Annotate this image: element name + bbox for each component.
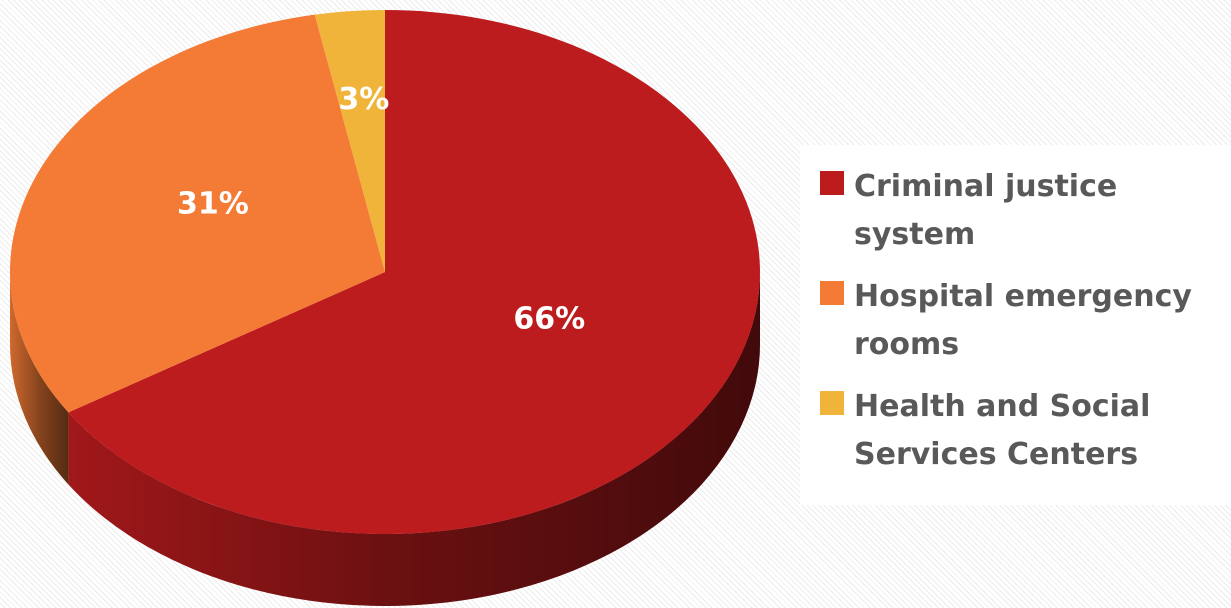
- legend-item: Health and Social Services Centers: [820, 383, 1231, 479]
- legend-item: Hospital emergency rooms: [820, 273, 1231, 369]
- slice: [314, 10, 385, 272]
- legend-swatch: [820, 281, 844, 305]
- legend-swatch: [820, 391, 844, 415]
- data-label: 3%: [338, 82, 389, 117]
- slice-side-shade: [68, 272, 761, 606]
- legend-swatch: [820, 171, 844, 195]
- slice-side: [10, 272, 69, 485]
- slice: [68, 10, 761, 535]
- legend-label: Health and Social Services Centers: [854, 389, 1151, 472]
- legend-label: Hospital emergency rooms: [854, 279, 1192, 362]
- legend: Criminal justice system Hospital emergenc…: [800, 145, 1231, 505]
- legend-item: Criminal justice system: [820, 163, 1231, 259]
- data-label: 66%: [513, 302, 585, 337]
- legend-label: Criminal justice system: [854, 169, 1118, 252]
- slice-side: [68, 272, 761, 606]
- data-label: 31%: [177, 186, 249, 221]
- slice: [9, 14, 386, 413]
- pie-area: 66% 31% 3%: [9, 10, 761, 606]
- slice-side-shade: [10, 272, 69, 485]
